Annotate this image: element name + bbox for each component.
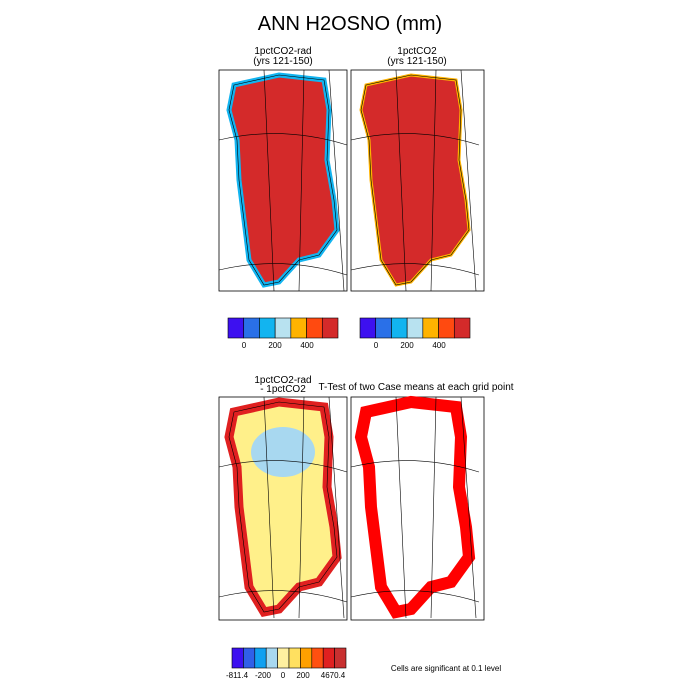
colorbar-box xyxy=(259,317,276,339)
colorbar-box xyxy=(453,317,471,339)
colorbar-box xyxy=(391,317,408,339)
colorbar-box xyxy=(243,647,256,669)
colorbar-box xyxy=(311,647,324,669)
colorbar-box xyxy=(265,647,278,669)
map-panel xyxy=(350,397,485,621)
colorbar-box xyxy=(254,647,267,669)
colorbar-label: -811.4 xyxy=(226,671,249,680)
colorbar-label: 400 xyxy=(300,341,314,350)
colorbar-box xyxy=(288,647,301,669)
colorbar-box xyxy=(406,317,424,339)
map-panel xyxy=(218,69,348,292)
colorbar-box xyxy=(422,317,439,339)
panel-subtitle: (yrs 121-150) xyxy=(387,56,446,67)
map-panel xyxy=(350,69,485,292)
colorbar-box xyxy=(231,647,244,669)
colorbar-label: 400 xyxy=(432,341,446,350)
colorbar-box xyxy=(306,317,323,339)
colorbar-box xyxy=(227,317,245,339)
colorbar-box xyxy=(300,647,313,669)
colorbar-label: 200 xyxy=(296,671,310,680)
note: Cells are significant at 0.1 level xyxy=(391,664,502,673)
colorbar-box xyxy=(438,317,455,339)
colorbar-box xyxy=(243,317,260,339)
colorbar-box xyxy=(274,317,292,339)
panel-title: 1pctCO2 xyxy=(397,46,437,57)
colorbar-box xyxy=(290,317,307,339)
panel-title: 1pctCO2-rad xyxy=(254,375,311,386)
colorbar-box xyxy=(375,317,392,339)
map-panel xyxy=(218,396,348,621)
colorbar-box xyxy=(359,317,377,339)
colorbar-label: 0 xyxy=(242,341,247,350)
colorbar-label: 200 xyxy=(268,341,282,350)
colorbar-label: 0 xyxy=(281,671,286,680)
colorbar-label: -200 xyxy=(255,671,272,680)
colorbar-box xyxy=(334,647,347,669)
panel-title: 1pctCO2-rad xyxy=(254,46,311,57)
panel-subtitle: - 1pctCO2 xyxy=(260,384,306,395)
colorbar-label: 200 xyxy=(400,341,414,350)
figure-title: ANN H2OSNO (mm) xyxy=(258,13,442,35)
colorbar-box xyxy=(321,317,339,339)
colorbar-box xyxy=(322,647,335,669)
colorbar-label: 0 xyxy=(374,341,379,350)
panel-title: T-Test of two Case means at each grid po… xyxy=(318,382,513,393)
colorbar-label: 4670.4 xyxy=(321,671,346,680)
panel-subtitle: (yrs 121-150) xyxy=(253,56,312,67)
colorbar-box xyxy=(277,647,290,669)
